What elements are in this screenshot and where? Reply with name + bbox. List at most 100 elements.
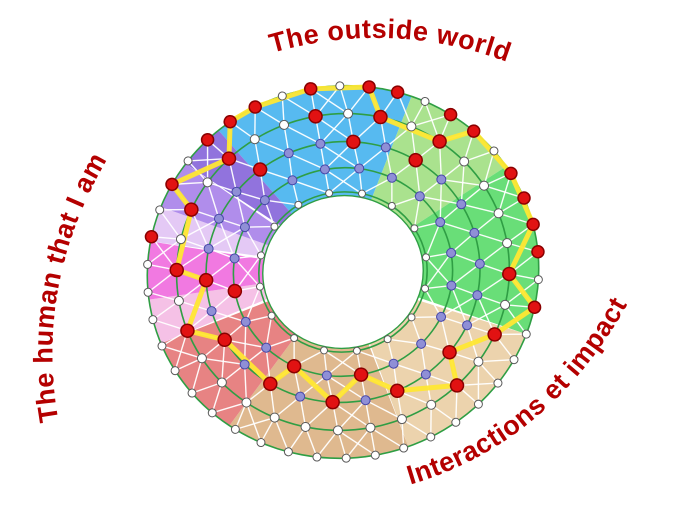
node bbox=[406, 121, 417, 132]
red-node bbox=[184, 202, 199, 217]
node bbox=[493, 378, 503, 388]
red-node bbox=[362, 80, 376, 94]
mesh-line bbox=[477, 361, 480, 405]
node bbox=[294, 200, 303, 209]
node bbox=[206, 306, 217, 317]
node bbox=[256, 251, 265, 260]
mesh-line bbox=[419, 195, 462, 205]
node bbox=[462, 320, 473, 331]
node bbox=[469, 227, 480, 238]
red-node bbox=[221, 151, 237, 166]
mesh-line bbox=[147, 238, 182, 265]
mesh-line bbox=[440, 221, 475, 234]
red-node bbox=[325, 394, 340, 410]
node bbox=[472, 290, 483, 301]
mesh-line bbox=[273, 417, 290, 453]
node bbox=[426, 399, 437, 410]
node bbox=[451, 417, 461, 427]
mesh-line bbox=[206, 139, 209, 183]
node bbox=[474, 258, 485, 269]
node bbox=[279, 119, 290, 130]
node bbox=[148, 315, 158, 325]
node bbox=[521, 329, 531, 339]
mesh-line bbox=[463, 150, 495, 163]
node bbox=[426, 432, 436, 442]
mesh-line bbox=[441, 178, 485, 187]
node bbox=[335, 81, 345, 91]
sector-sky-blue bbox=[218, 85, 412, 214]
node bbox=[446, 247, 457, 258]
node bbox=[239, 222, 250, 233]
mesh-line bbox=[316, 429, 339, 458]
red-node bbox=[165, 177, 179, 192]
node bbox=[383, 335, 392, 344]
node bbox=[319, 164, 330, 175]
red-node bbox=[252, 162, 268, 177]
mesh-line bbox=[358, 146, 387, 170]
mesh-line bbox=[450, 232, 475, 254]
node bbox=[187, 388, 197, 398]
node bbox=[196, 353, 207, 364]
node bbox=[270, 222, 279, 231]
node bbox=[203, 243, 214, 254]
mesh-line bbox=[411, 113, 451, 128]
node bbox=[500, 299, 511, 310]
red-node bbox=[346, 134, 361, 150]
mesh-line bbox=[356, 350, 394, 365]
node bbox=[341, 453, 351, 463]
mesh-line bbox=[413, 196, 421, 229]
red-node bbox=[526, 217, 540, 232]
node bbox=[352, 346, 361, 355]
mesh-line bbox=[245, 286, 261, 323]
node bbox=[241, 397, 252, 408]
red-node bbox=[217, 332, 232, 348]
red-node bbox=[200, 133, 215, 147]
mesh-line bbox=[365, 399, 403, 420]
node bbox=[287, 175, 298, 186]
node bbox=[436, 174, 447, 185]
red-node bbox=[169, 262, 184, 278]
mesh-line bbox=[254, 138, 290, 154]
mesh-line bbox=[370, 427, 405, 449]
red-node bbox=[303, 82, 318, 96]
red-node bbox=[390, 85, 405, 99]
mesh-line bbox=[244, 226, 262, 256]
node bbox=[502, 238, 513, 249]
node bbox=[277, 91, 287, 101]
node bbox=[360, 395, 371, 406]
red-node bbox=[308, 109, 323, 124]
node bbox=[239, 359, 250, 370]
node bbox=[300, 421, 311, 432]
mesh-line bbox=[304, 426, 318, 458]
mesh-line bbox=[319, 113, 349, 145]
node bbox=[173, 295, 184, 306]
node bbox=[283, 447, 293, 457]
node bbox=[183, 156, 193, 166]
node bbox=[473, 356, 484, 367]
node bbox=[387, 201, 396, 210]
mesh-line bbox=[211, 382, 223, 414]
mesh-line bbox=[191, 358, 203, 394]
mesh-line bbox=[337, 399, 367, 431]
node bbox=[320, 346, 329, 355]
mesh-line bbox=[235, 191, 246, 228]
node bbox=[388, 358, 399, 369]
red-node bbox=[263, 376, 278, 392]
node bbox=[436, 311, 447, 322]
node bbox=[357, 189, 366, 198]
node bbox=[255, 282, 264, 291]
node bbox=[230, 424, 240, 434]
node bbox=[420, 369, 431, 380]
red-node bbox=[442, 344, 457, 360]
node bbox=[407, 313, 416, 322]
label-outside-world-text: The outside world bbox=[263, 11, 517, 70]
mesh-line bbox=[235, 416, 275, 431]
node bbox=[249, 134, 260, 145]
red-node bbox=[144, 229, 159, 244]
node bbox=[396, 414, 407, 425]
red-node bbox=[180, 323, 195, 338]
sector-tan bbox=[229, 334, 409, 459]
red-node bbox=[353, 367, 369, 382]
red-node bbox=[449, 378, 465, 393]
mesh-line bbox=[450, 252, 481, 265]
